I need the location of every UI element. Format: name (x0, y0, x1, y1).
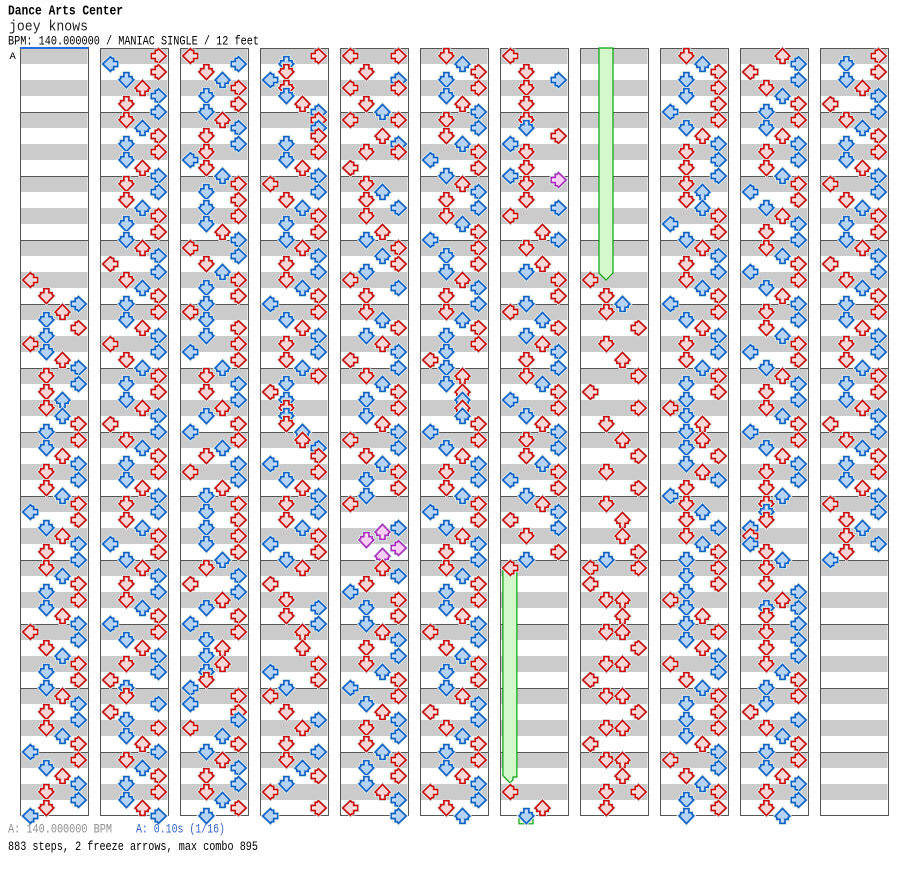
svg-text:BPM: 140.000000 / MANIAC SINGL: BPM: 140.000000 / MANIAC SINGLE / 12 fee… (8, 33, 259, 48)
svg-text:883 steps, 2 freeze arrows, ma: 883 steps, 2 freeze arrows, max combo 89… (8, 839, 258, 854)
svg-text:joey knows: joey knows (9, 20, 88, 36)
svg-text:A: A (10, 51, 17, 63)
svg-text:Dance Arts Center: Dance Arts Center (8, 4, 123, 20)
svg-text:A: 140.000000 BPM: A: 140.000000 BPM (8, 822, 112, 837)
svg-text:A: 0.10s (1/16): A: 0.10s (1/16) (136, 822, 225, 837)
